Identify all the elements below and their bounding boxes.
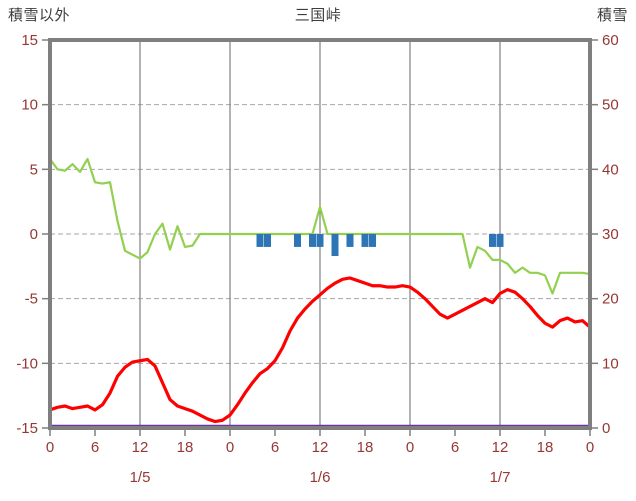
x-axis-date-label: 1/6 bbox=[310, 469, 331, 486]
x-axis-hour-label: 0 bbox=[406, 439, 414, 456]
x-axis-hour-label: 18 bbox=[177, 439, 194, 456]
x-axis-date-label: 1/5 bbox=[130, 469, 151, 486]
left-axis-tick-label: -10 bbox=[16, 355, 38, 372]
series-blue-bars bbox=[256, 234, 504, 256]
left-axis-tick-label: -5 bbox=[25, 291, 38, 308]
left-axis-tick-label: 5 bbox=[30, 161, 38, 178]
left-axis-tick-label: -15 bbox=[16, 420, 38, 437]
chart-title: 三国峠 bbox=[294, 7, 342, 24]
plot-frame bbox=[48, 38, 592, 430]
x-axis-hour-label: 12 bbox=[492, 439, 509, 456]
x-axis-hour-label: 18 bbox=[357, 439, 374, 456]
right-axis-title: 積雪 bbox=[596, 7, 628, 24]
series-red-line bbox=[48, 276, 592, 424]
x-axis-hour-label: 6 bbox=[451, 439, 459, 456]
right-axis-tick-label: 30 bbox=[602, 226, 619, 243]
x-axis-hour-label: 12 bbox=[312, 439, 329, 456]
x-axis-hour-label: 12 bbox=[132, 439, 149, 456]
x-axis-hour-label: 6 bbox=[271, 439, 279, 456]
x-axis-hour-label: 0 bbox=[586, 439, 594, 456]
right-axis-tick-label: 40 bbox=[602, 161, 619, 178]
x-axis-date-label: 1/7 bbox=[490, 469, 511, 486]
left-axis-title: 積雪以外 bbox=[8, 7, 71, 24]
left-axis-tick-label: 0 bbox=[30, 226, 38, 243]
left-axis-tick-label: 15 bbox=[21, 32, 38, 49]
x-axis-hour-label: 0 bbox=[46, 439, 54, 456]
tick-marks bbox=[42, 39, 598, 436]
x-axis-hour-label: 6 bbox=[91, 439, 99, 456]
right-axis-tick-label: 60 bbox=[602, 32, 619, 49]
right-axis-tick-label: 20 bbox=[602, 291, 619, 308]
right-axis-tick-label: 50 bbox=[602, 97, 619, 114]
x-axis-hour-label: 0 bbox=[226, 439, 234, 456]
right-axis-tick-label: 0 bbox=[602, 420, 610, 437]
left-axis-tick-label: 10 bbox=[21, 97, 38, 114]
x-axis-hour-label: 18 bbox=[537, 439, 554, 456]
series-green-line bbox=[48, 157, 592, 295]
right-axis-tick-label: 10 bbox=[602, 355, 619, 372]
